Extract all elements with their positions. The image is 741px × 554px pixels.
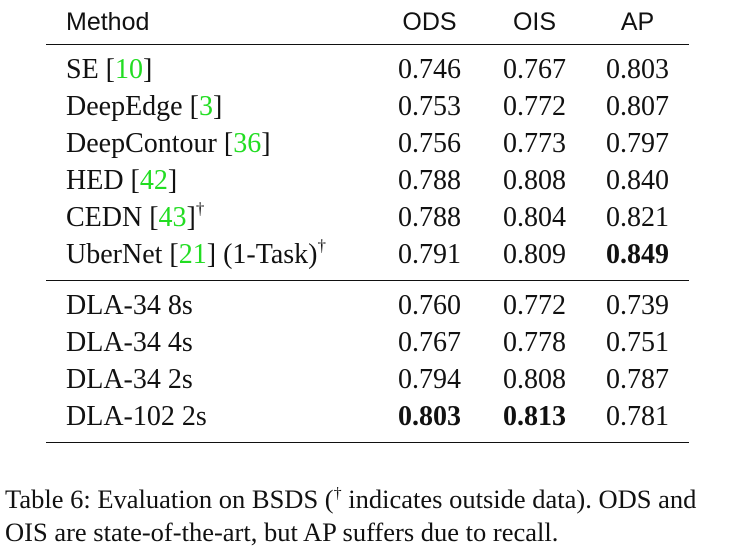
method-name: DLA-102 2s [66,401,207,432]
ois-value: 0.778 [503,327,566,358]
outside-data-dagger: † [317,235,327,255]
method-cell: SE [10] [46,45,376,89]
citation-link[interactable]: 42 [139,165,168,196]
ods-value: 0.753 [398,91,461,122]
citation-link[interactable]: 3 [198,91,213,122]
ods-value: 0.788 [398,165,461,196]
ois-value: 0.808 [503,364,566,395]
ods-value: 0.767 [398,327,461,358]
method-bracket: ] [212,91,223,122]
caption-text-after: indicates outside data). ODS and OIS are… [5,484,697,547]
ods-value: 0.760 [398,290,461,321]
ois-value: 0.772 [503,290,566,321]
dla-methods-group: DLA-34 8s 0.760 0.772 0.739 DLA-34 4s 0.… [46,281,689,443]
method-extra: (1-Task) [216,239,318,270]
results-table-container: Method ODS OIS AP SE [10] 0.746 0.767 0.… [46,0,689,443]
ap-value: 0.781 [606,401,669,432]
header-method: Method [66,7,150,36]
ap-value: 0.751 [606,327,669,358]
ois-value: 0.808 [503,165,566,196]
ap-value: 0.821 [606,202,669,233]
ap-value-best: 0.849 [606,239,669,270]
header-ois: OIS [512,7,557,36]
header-ods: ODS [402,7,457,36]
ods-value: 0.746 [398,54,461,85]
results-table: Method ODS OIS AP SE [10] 0.746 0.767 0.… [46,0,689,443]
ois-value: 0.773 [503,128,566,159]
outside-data-dagger: † [195,198,205,218]
method-name: DLA-34 4s [66,327,193,358]
ods-value: 0.788 [398,202,461,233]
caption-text-before: Evaluation on BSDS ( [90,484,334,514]
table-row: DLA-34 8s 0.760 0.772 0.739 [46,281,689,325]
method-cell: UberNet [21] (1-Task)† [46,236,376,281]
ap-value: 0.840 [606,165,669,196]
method-cell: DeepEdge [3] [46,88,376,125]
method-bracket: ] [143,54,153,85]
method-cell: HED [42] [46,162,376,199]
table-caption: Table 6: Evaluation on BSDS († indicates… [5,483,735,549]
ois-value: 0.809 [503,239,566,270]
caption-label: Table 6: [5,484,91,514]
table-row: HED [42] 0.788 0.808 0.840 [46,162,689,199]
ap-value: 0.787 [606,364,669,395]
method-name: UberNet [ [66,239,179,270]
ois-value: 0.804 [503,202,566,233]
table-row: CEDN [43]† 0.788 0.804 0.821 [46,199,689,236]
method-bracket: ] [167,165,178,196]
table-row: SE [10] 0.746 0.767 0.803 [46,45,689,89]
method-name: DLA-34 2s [66,364,193,395]
method-name: DLA-34 8s [66,290,193,321]
table-row: DLA-102 2s 0.803 0.813 0.781 [46,398,689,443]
caption-dagger: † [333,485,342,503]
table-row: DeepEdge [3] 0.753 0.772 0.807 [46,88,689,125]
baseline-methods-group: SE [10] 0.746 0.767 0.803 DeepEdge [3] 0… [46,45,689,281]
method-name: DeepContour [ [66,128,234,159]
ods-value: 0.794 [398,364,461,395]
ods-value: 0.756 [398,128,461,159]
header-ap: AP [620,7,655,36]
ap-value: 0.739 [606,290,669,321]
ap-value: 0.797 [606,128,669,159]
method-cell: DeepContour [36] [46,125,376,162]
ois-value: 0.772 [503,91,566,122]
ois-value-best: 0.813 [503,401,566,432]
ois-value: 0.767 [503,54,566,85]
method-bracket: ] [261,128,271,159]
citation-link[interactable]: 21 [178,239,207,270]
citation-link[interactable]: 10 [115,54,143,85]
ap-value: 0.803 [606,54,669,85]
header-row: Method ODS OIS AP [46,0,689,45]
method-name: SE [ [66,54,115,85]
method-name: DeepEdge [ [66,91,199,122]
method-cell: CEDN [43]† [46,199,376,236]
citation-link[interactable]: 43 [158,202,187,233]
ods-value: 0.791 [398,239,461,270]
method-name: CEDN [ [66,202,159,233]
ap-value: 0.807 [606,91,669,122]
ods-value-best: 0.803 [398,401,461,432]
table-row: DLA-34 2s 0.794 0.808 0.787 [46,361,689,398]
table-row: UberNet [21] (1-Task)† 0.791 0.809 0.849 [46,236,689,281]
table-row: DLA-34 4s 0.767 0.778 0.751 [46,324,689,361]
method-name: HED [ [66,165,140,196]
method-bracket: ] [186,202,196,233]
citation-link[interactable]: 36 [233,128,262,159]
table-row: DeepContour [36] 0.756 0.773 0.797 [46,125,689,162]
method-bracket: ] [206,239,217,270]
